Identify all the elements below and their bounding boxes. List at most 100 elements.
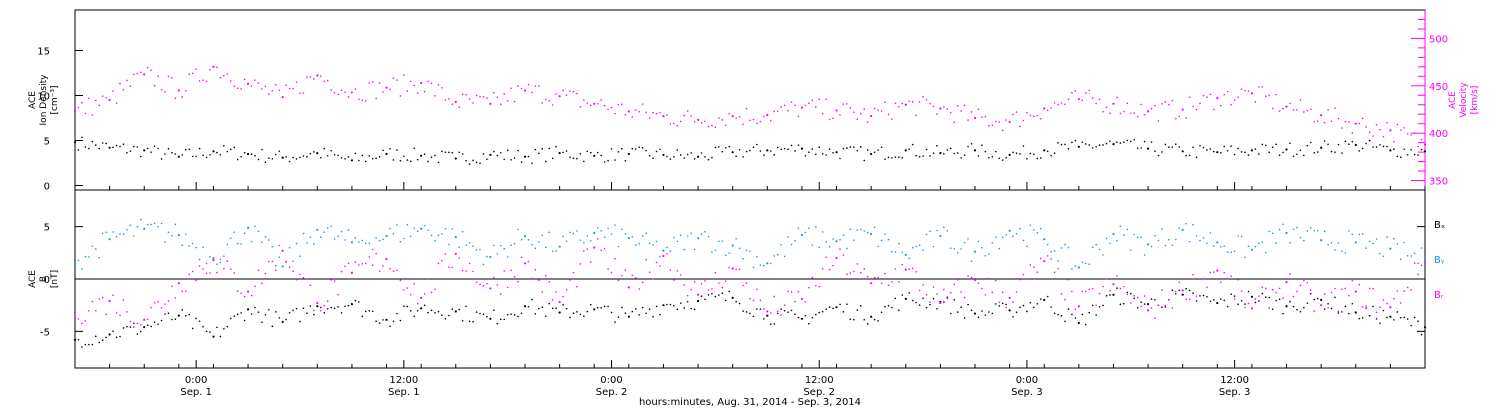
- bx-dot: [534, 313, 537, 315]
- by-dot: [285, 261, 287, 264]
- bx-dot: [1150, 298, 1153, 300]
- density-dot: [853, 146, 855, 148]
- bz-dot: [513, 276, 516, 278]
- density-dot: [977, 155, 980, 157]
- density-dot: [364, 160, 367, 163]
- bz-dot: [686, 294, 689, 297]
- velocity-dot: [804, 104, 807, 107]
- bz-point: [800, 297, 804, 300]
- bz-point: [1043, 260, 1046, 263]
- density-dot: [1292, 155, 1295, 158]
- bz-dot: [818, 285, 821, 288]
- density-dot: [444, 151, 447, 153]
- by-dot: [994, 236, 997, 238]
- bx-point: [870, 315, 873, 318]
- by-dot: [271, 245, 274, 248]
- bx-dot: [171, 318, 173, 321]
- density-dot: [759, 150, 762, 152]
- bx-dot: [1382, 309, 1385, 312]
- bz-dot: [918, 289, 921, 292]
- density-dot: [184, 148, 187, 151]
- bx-dot: [538, 307, 540, 310]
- density-dot: [756, 143, 758, 146]
- bx-dot: [302, 307, 305, 310]
- density-dot: [652, 157, 654, 160]
- velocity-dot: [1050, 107, 1052, 109]
- density-tick-label: 10: [37, 92, 50, 103]
- density-dot: [780, 148, 782, 151]
- density-dot: [409, 160, 412, 163]
- velocity-dot: [797, 115, 800, 118]
- velocity-dot: [409, 80, 412, 83]
- by-dot: [347, 229, 350, 231]
- density-tick-label: 5: [44, 137, 50, 148]
- by-dot: [191, 242, 194, 245]
- bz-dot: [461, 269, 464, 272]
- velocity-dot: [603, 104, 606, 107]
- by-dot: [721, 240, 724, 242]
- density-dot: [1150, 141, 1153, 143]
- bx-dot: [77, 338, 80, 341]
- bz-dot: [299, 273, 301, 276]
- bx-dot: [236, 313, 239, 316]
- by-point: [662, 249, 665, 252]
- by-point: [731, 244, 734, 247]
- by-dot: [510, 244, 512, 247]
- density-dot: [901, 157, 904, 159]
- density-dot: [960, 156, 962, 159]
- density-dot: [1244, 151, 1246, 154]
- bx-dot: [1116, 287, 1118, 289]
- velocity-dot: [1105, 106, 1108, 109]
- by-dot: [1174, 238, 1177, 241]
- velocity-dot: [126, 79, 128, 82]
- density-point: [939, 152, 942, 155]
- bz-dot: [399, 279, 402, 282]
- bx-dot: [1102, 304, 1104, 307]
- bz-dot: [1098, 292, 1101, 295]
- bx-dot: [936, 307, 938, 310]
- velocity-dot: [981, 116, 983, 119]
- bx-point: [1043, 298, 1046, 302]
- by-dot: [278, 256, 281, 258]
- bx-dot: [908, 292, 911, 294]
- by-point: [281, 265, 284, 268]
- bz-dot: [960, 291, 962, 293]
- velocity-dot: [534, 85, 537, 87]
- by-dot: [1393, 237, 1395, 240]
- by-dot: [763, 264, 765, 267]
- time-tick-label: 0:00: [600, 375, 622, 386]
- bz-dot: [1022, 273, 1025, 276]
- velocity-dot: [181, 96, 184, 98]
- by-dot: [1247, 245, 1250, 248]
- bz-dot: [209, 272, 211, 274]
- velocity-dot: [1095, 102, 1097, 105]
- bz-dot: [368, 256, 371, 258]
- velocity-dot: [1348, 121, 1350, 123]
- velocity-point: [1285, 105, 1288, 108]
- bx-dot: [918, 304, 921, 306]
- bx-dot: [150, 325, 152, 328]
- velocity-dot: [1119, 112, 1122, 115]
- density-dot: [1119, 142, 1122, 144]
- velocity-dot: [202, 79, 204, 82]
- density-dot: [1213, 150, 1215, 153]
- by-dot: [309, 236, 312, 239]
- bz-dot: [337, 293, 339, 296]
- by-dot: [1046, 243, 1049, 246]
- by-dot: [472, 245, 474, 248]
- density-dot: [929, 155, 931, 157]
- density-point: [731, 151, 734, 154]
- bx-dot: [555, 307, 557, 309]
- by-dot: [1109, 242, 1111, 245]
- bz-dot: [285, 260, 287, 263]
- velocity-dot: [347, 96, 350, 98]
- bx-dot: [624, 312, 627, 314]
- density-dot: [1334, 151, 1336, 153]
- bx-dot: [1081, 313, 1084, 316]
- bx-dot: [1029, 301, 1032, 304]
- bx-dot: [718, 294, 720, 296]
- velocity-dot: [112, 90, 114, 92]
- bx-dot: [1413, 316, 1416, 319]
- by-dot: [1071, 268, 1073, 270]
- velocity-dot: [1299, 99, 1302, 101]
